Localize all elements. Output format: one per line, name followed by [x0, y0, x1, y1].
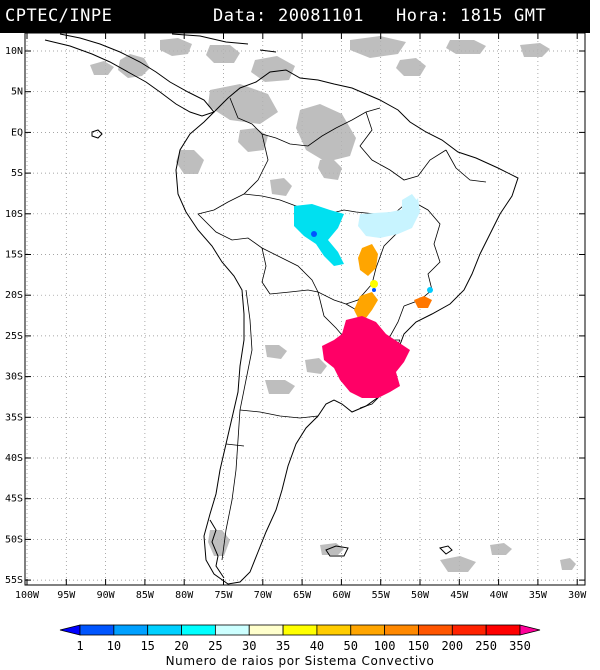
colorbar-box	[316, 624, 352, 636]
colorbar-box	[59, 624, 81, 636]
colorbar-label: 25	[208, 639, 222, 653]
orange-system-2	[354, 292, 378, 318]
colorbar-box	[248, 624, 284, 636]
blue-cell	[311, 231, 317, 237]
lon-label: 50W	[411, 590, 430, 601]
timezone-label: GMT	[514, 6, 547, 26]
magenta-system	[322, 316, 410, 398]
colorbar-box	[113, 624, 149, 636]
colorbar-box	[79, 624, 115, 636]
lat-label: 25S	[5, 331, 23, 342]
colorbar-label: 15	[140, 639, 154, 653]
colorbar-label: 20	[174, 639, 188, 653]
lon-label: 55W	[372, 590, 391, 601]
colorbar-box	[214, 624, 250, 636]
lat-label: EQ	[11, 127, 23, 138]
orange-system-1	[358, 244, 378, 276]
lat-label: 40S	[5, 453, 23, 464]
axis-ticks	[25, 33, 585, 585]
lon-label: 60W	[332, 590, 351, 601]
lat-label: 10N	[5, 46, 23, 57]
map-canvas: 10N5NEQ5S10S15S20S25S30S35S40S45S50S55S …	[5, 32, 587, 601]
colorbar-label: 350	[509, 639, 531, 653]
colorbar-label: 40	[310, 639, 324, 653]
colorbar-box	[485, 624, 521, 636]
lat-label: 30S	[5, 372, 23, 383]
lat-label: 5S	[11, 168, 23, 179]
lat-label: 55S	[5, 575, 23, 586]
lon-label: 40W	[490, 590, 509, 601]
lon-label: 100W	[15, 590, 40, 601]
south-america-outline	[175, 69, 519, 585]
lon-label: 95W	[57, 590, 76, 601]
yellow-cell	[370, 280, 378, 288]
colorbar-label: 150	[408, 639, 430, 653]
longitude-labels: 100W 95W 90W 85W 80W 75W 70W 65W 60W 55W 50W 45W 40W…	[15, 590, 587, 601]
lon-label: 65W	[293, 590, 312, 601]
convective-systems	[294, 194, 433, 398]
lon-label: 85W	[136, 590, 155, 601]
colorbar-label: 250	[475, 639, 497, 653]
colorbar-label: 1	[76, 639, 83, 653]
colorbar-label: 100	[374, 639, 396, 653]
colorbar-box	[418, 624, 453, 636]
lat-label: 45S	[5, 494, 23, 505]
colorbar-box	[147, 624, 182, 636]
source-label: CPTEC/INPE	[5, 6, 113, 26]
lon-label: 35W	[529, 590, 548, 601]
lon-label: 70W	[254, 590, 273, 601]
light-cyan-system-2	[402, 194, 418, 214]
orange-system-3	[414, 296, 432, 308]
lon-label: 45W	[450, 590, 469, 601]
light-cyan-system	[358, 198, 420, 238]
lat-label: 15S	[5, 250, 23, 261]
colorbar-label: 50	[344, 639, 358, 653]
lat-label: 50S	[5, 534, 23, 545]
colorbar-box	[181, 624, 216, 636]
lon-label: 80W	[175, 590, 194, 601]
lat-label: 20S	[5, 290, 23, 301]
colorbar-box	[519, 624, 541, 636]
cyan-system	[294, 204, 344, 266]
lat-label: 10S	[5, 209, 23, 220]
coastline	[44, 33, 519, 585]
cyan-cell	[427, 287, 433, 293]
colorbar-box	[384, 624, 419, 636]
hour-label: Hora:	[396, 6, 450, 26]
colorbar-label: 30	[242, 639, 256, 653]
colorbar-boxes	[59, 624, 541, 636]
central-america-outline	[44, 33, 215, 117]
colorbar-label: 35	[276, 639, 290, 653]
colorbar-label: 200	[441, 639, 463, 653]
colorbar-labels: 1 10 15 20 25 30 35 40 50 100 150 200 250 350	[76, 639, 530, 653]
title-bar: CPTEC/INPE Data: 20081101 Hora: 1815 GMT	[0, 0, 590, 33]
date-value: 20081101	[278, 6, 364, 26]
lat-label: 35S	[5, 412, 23, 423]
colorbar-label: 10	[107, 639, 121, 653]
colorbar-caption: Numero de raios por Sistema Convectivo	[165, 654, 435, 668]
date-label: Data:	[213, 6, 267, 26]
latitude-labels: 10N 5N EQ 5S 10S 15S 20S 25S 30S 35S 40S 45S 50S 55S	[5, 46, 23, 586]
colorbar: 1 10 15 20 25 30 35 40 50 100 150 200 250 350	[59, 624, 541, 653]
blue-cell-2	[372, 288, 376, 292]
colorbar-box	[350, 624, 386, 636]
hour-value: 1815	[460, 6, 503, 26]
lon-label: 75W	[214, 590, 233, 601]
lon-label: 30W	[568, 590, 587, 601]
colorbar-box	[451, 624, 487, 636]
lat-label: 5N	[11, 87, 23, 98]
lon-label: 90W	[97, 590, 116, 601]
cloud-cover	[90, 36, 576, 572]
colorbar-box	[282, 624, 318, 636]
